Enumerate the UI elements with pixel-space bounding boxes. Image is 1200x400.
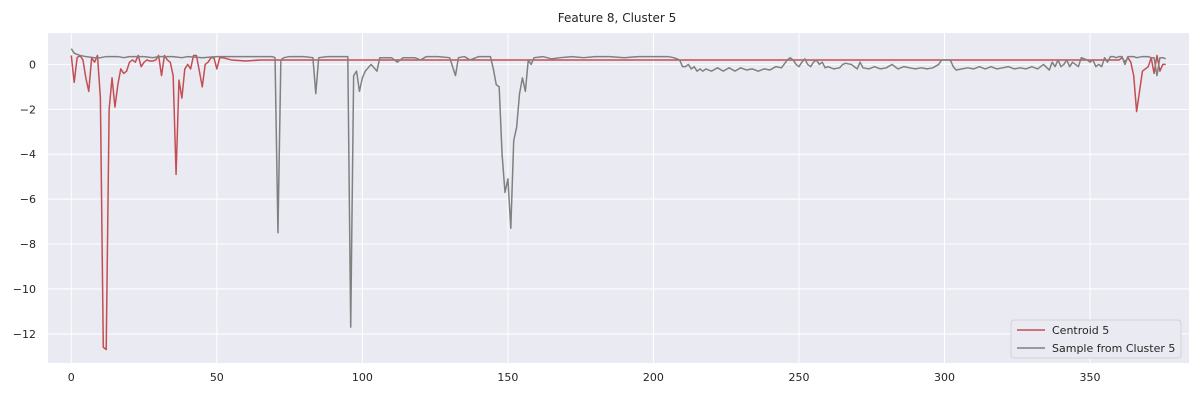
x-tick-label: 250 (788, 371, 809, 384)
y-tick-label: −12 (13, 328, 36, 341)
series-layer (70, 48, 1166, 351)
plot-area (48, 33, 1189, 363)
x-axis: 0 50 100 150 200 250 300 350 (68, 371, 1101, 384)
legend: Centroid 5 Sample from Cluster 5 (1010, 319, 1182, 359)
grid (48, 33, 1189, 363)
sample-series-line (70, 48, 1166, 328)
x-tick-label: 50 (210, 371, 224, 384)
y-tick-label: −6 (20, 193, 36, 206)
x-tick-label: 350 (1080, 371, 1101, 384)
y-tick-label: −2 (20, 103, 36, 116)
x-tick-label: 150 (497, 371, 518, 384)
y-tick-label: 0 (29, 58, 36, 71)
y-tick-label: −4 (20, 148, 36, 161)
chart-title: Feature 8, Cluster 5 (558, 11, 676, 25)
x-tick-label: 100 (352, 371, 373, 384)
y-tick-label: −10 (13, 283, 36, 296)
x-tick-label: 300 (934, 371, 955, 384)
legend-label-sample: Sample from Cluster 5 (1052, 342, 1175, 355)
x-tick-label: 0 (68, 371, 75, 384)
y-axis: 0 −2 −4 −6 −8 −10 −12 (13, 58, 36, 340)
x-tick-label: 200 (643, 371, 664, 384)
legend-box (1010, 319, 1182, 359)
y-tick-label: −8 (20, 238, 36, 251)
legend-label-centroid: Centroid 5 (1052, 324, 1109, 337)
